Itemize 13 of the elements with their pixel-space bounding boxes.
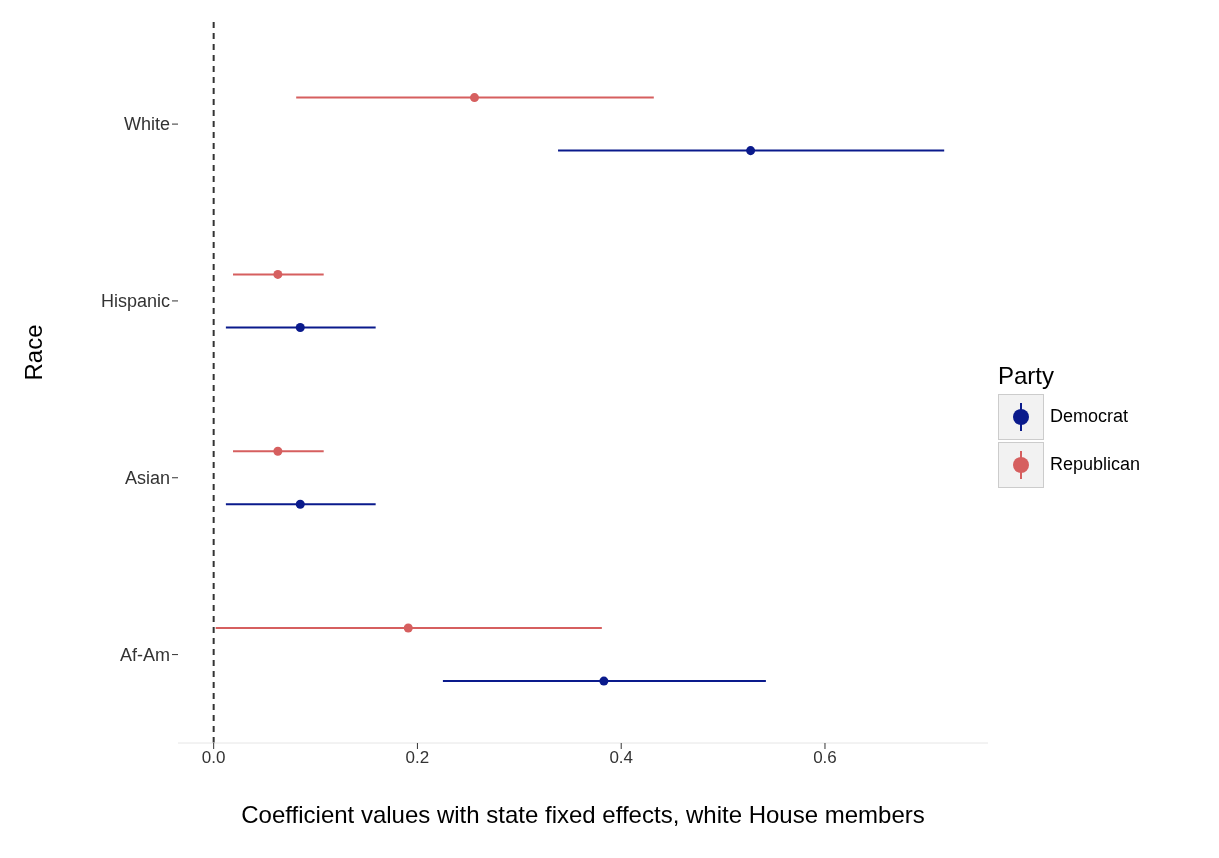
y-tick-label: White: [123, 114, 170, 135]
y-axis-title: Race: [19, 324, 47, 381]
x-tick-label: 0.6: [813, 748, 837, 768]
x-tick-label: 0.2: [405, 748, 430, 768]
x-tick-label: 0.0: [201, 748, 226, 768]
y-tick-label: Af-Am: [119, 644, 170, 665]
x-axis-title: Coefficient values with state fixed effects, white House members: [241, 801, 925, 828]
legend-label: Democrat: [1050, 406, 1129, 427]
legend-title: Party: [998, 361, 1055, 390]
x-tick-label: 0.4: [609, 748, 634, 768]
legend-label: Republican: [1050, 454, 1141, 475]
y-tick-label: Asian: [124, 468, 170, 489]
y-tick-label: Hispanic: [100, 291, 170, 312]
